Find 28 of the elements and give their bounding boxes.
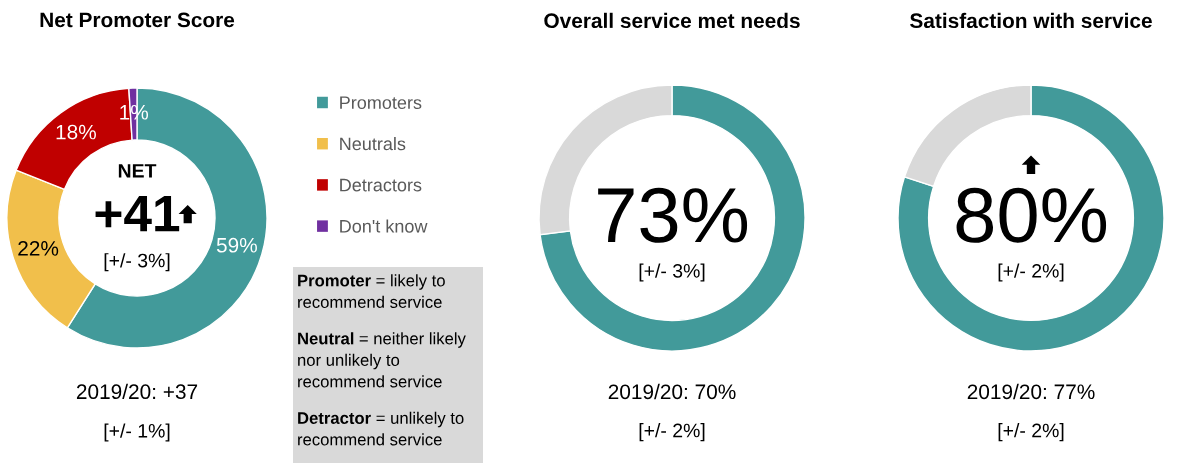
text: 2019/20: +37 [76, 383, 198, 400]
legend-label: Promoters [340, 96, 422, 110]
text: 2019/20: 77% [967, 383, 1095, 400]
text: 2019/20: 70% [608, 383, 736, 400]
text: +41 [95, 195, 180, 232]
text: [+/- 2%] [639, 423, 705, 442]
text: [+/- 1%] [104, 423, 170, 442]
chart-title: Satisfaction with service [910, 12, 1152, 29]
text: Neutral = neither likely nor unlikely to recommend service [298, 332, 466, 388]
data-label: 59% [216, 237, 257, 253]
legend-label: Don't know [340, 219, 428, 233]
legend-label: Detractors [340, 178, 422, 192]
chart-title: Overall service met needs [544, 12, 800, 29]
data-label: 22% [18, 240, 59, 256]
text: Promoter = likely to recommend service [298, 274, 445, 308]
text: NET [118, 164, 157, 178]
data-label: 18% [56, 124, 96, 140]
text: 73% [598, 187, 748, 243]
text: 80% [956, 187, 1107, 243]
chart-title: Net Promoter Score [40, 12, 235, 28]
text: Detractor = unlikely to recommend service [298, 411, 464, 446]
text: [+/- 3%] [104, 253, 170, 272]
legend-label: Neutrals [340, 136, 406, 151]
text: [+/- 2%] [998, 263, 1064, 282]
text: [+/- 3%] [639, 263, 705, 282]
text: [+/- 2%] [998, 423, 1064, 442]
donut-slice [897, 84, 1165, 352]
donut-slice [539, 84, 806, 352]
